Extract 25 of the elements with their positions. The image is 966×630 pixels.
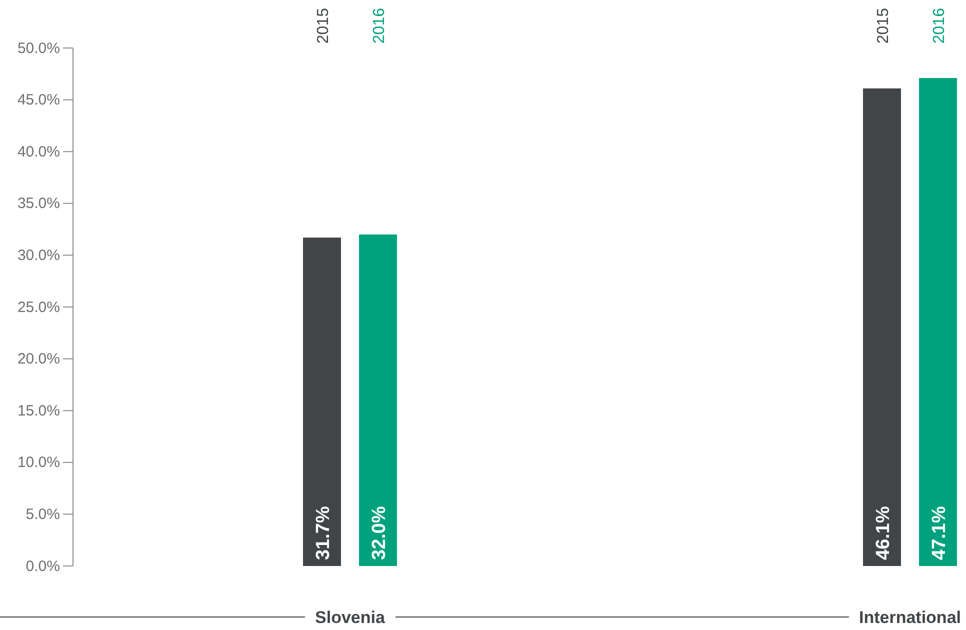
y-tick-label: 45.0%	[17, 92, 60, 109]
text: 2016	[371, 8, 388, 44]
data-label: 32.0%	[369, 506, 390, 560]
y-tick-label: 25.0%	[17, 298, 60, 316]
y-tick-label: 5.0%	[26, 506, 60, 523]
x-tick-label: International	[858, 608, 962, 627]
y-tick-label: 10.0%	[17, 454, 60, 472]
bar	[863, 88, 901, 566]
y-tick-label: 0.0%	[26, 558, 60, 575]
bar	[303, 238, 341, 566]
data-label: 47.1%	[929, 506, 950, 560]
text: 2016	[931, 8, 948, 44]
data-label: 31.7%	[313, 506, 334, 560]
y-tick-label: 40.0%	[17, 143, 60, 160]
bar	[919, 78, 957, 566]
bar	[359, 234, 397, 566]
y-tick-label: 30.0%	[17, 247, 60, 264]
y-tick-label: 35.0%	[17, 195, 60, 212]
data-label: 46.1%	[873, 506, 894, 560]
y-tick-label: 15.0%	[17, 402, 60, 420]
text: 2015	[315, 8, 332, 44]
x-tick-label: Slovenia	[315, 608, 386, 627]
text: 2015	[875, 8, 892, 44]
y-tick-label: 20.0%	[17, 350, 60, 368]
y-tick-label: 50.0%	[17, 40, 60, 57]
